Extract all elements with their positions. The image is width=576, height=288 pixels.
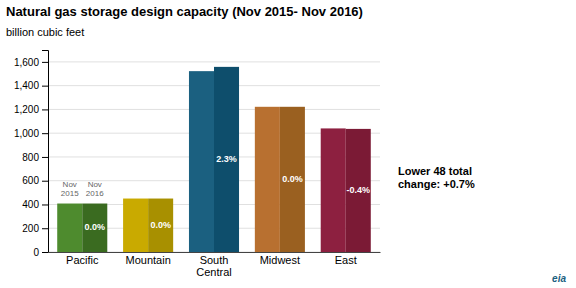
- text-line: Nov: [88, 180, 102, 189]
- y-tick-mark: [42, 181, 48, 182]
- x-tick: SouthCentral: [196, 254, 231, 278]
- y-tick: 200: [22, 223, 48, 234]
- text-line: Mountain: [125, 254, 170, 266]
- plot: 0 200 400 600 800 1,000 1,200 1,400 1,600 Pacific…: [14, 51, 381, 278]
- y-axis-label: billion cubic feet: [6, 26, 84, 38]
- y-axis-line: [42, 51, 49, 253]
- bar: [148, 199, 173, 252]
- text-line: South: [200, 254, 229, 266]
- y-axis: 0 200 400 600 800 1,000 1,200 1,400 1,600: [14, 51, 49, 258]
- y-tick-mark: [42, 86, 48, 87]
- bar: [321, 128, 346, 252]
- text-line: Pacific: [66, 254, 99, 266]
- y-tick: 600: [22, 175, 48, 186]
- y-tick: 400: [22, 199, 48, 210]
- y-tick: 1,000: [14, 128, 48, 139]
- bar-label: 0.0%: [85, 222, 106, 232]
- y-tick-label: 1,000: [14, 128, 39, 139]
- y-tick: 1,400: [14, 80, 48, 91]
- bar-label: -0.4%: [347, 185, 371, 195]
- y-tick: 0: [33, 247, 48, 258]
- y-tick-label: 400: [22, 199, 39, 210]
- x-tick: Midwest: [260, 254, 300, 266]
- y-tick: 1,600: [14, 57, 48, 68]
- y-tick-label: 600: [22, 175, 39, 186]
- x-tick-label: Midwest: [260, 254, 300, 266]
- y-tick-label: 800: [22, 152, 39, 163]
- bar: [123, 199, 148, 252]
- x-axis: Pacific Mountain SouthCentral Midwest East: [49, 253, 381, 278]
- bar: [280, 107, 305, 252]
- y-tick-mark: [42, 252, 48, 253]
- y-tick: 800: [22, 152, 48, 163]
- y-tick-mark: [42, 157, 48, 158]
- bar-label: 0.0%: [150, 220, 171, 230]
- text-line: Lower 48 total: [398, 165, 472, 177]
- text-line: change: +0.7%: [398, 178, 475, 190]
- bar: [214, 67, 239, 252]
- y-tick-label: 200: [22, 223, 39, 234]
- annotation: Lower 48 totalchange: +0.7%: [398, 165, 475, 190]
- title: Natural gas storage design capacity (Nov…: [6, 4, 363, 19]
- bar: [189, 71, 214, 252]
- grid: [48, 62, 380, 252]
- text-line: East: [335, 254, 357, 266]
- y-tick-mark: [42, 133, 48, 134]
- y-tick-label: 0: [33, 247, 39, 258]
- y-tick: 1,200: [14, 104, 48, 115]
- series: [82, 67, 371, 252]
- bar: [255, 107, 280, 252]
- y-tick-mark: [42, 62, 48, 63]
- bar: [82, 204, 107, 252]
- text-line: 2015: [61, 189, 79, 198]
- y-tick-label: 1,400: [14, 80, 39, 91]
- text-line: Nov: [63, 180, 77, 189]
- bar: [57, 204, 82, 252]
- grid-line: [48, 61, 380, 62]
- x-tick: East: [335, 254, 357, 266]
- x-tick: Pacific: [66, 254, 99, 266]
- y-tick-mark: [42, 204, 48, 205]
- chart: Natural gas storage design capacity (Nov…: [0, 0, 576, 288]
- labels: Nov20150.0%0.0%2.3%0.0%-0.4%Nov2016: [61, 154, 370, 232]
- x-tick-label: SouthCentral: [196, 254, 231, 278]
- source: eia: [552, 273, 566, 284]
- y-tick-mark: [42, 228, 48, 229]
- text-line: Midwest: [260, 254, 300, 266]
- bar-label: 2.3%: [216, 154, 237, 164]
- bars: [57, 67, 371, 252]
- y-tick-label: 1,200: [14, 104, 39, 115]
- text-line: 2016: [86, 189, 104, 198]
- series-label: Nov2016: [86, 180, 104, 198]
- series: [57, 71, 346, 252]
- x-tick: Mountain: [125, 254, 170, 266]
- x-tick-label: Mountain: [125, 254, 170, 266]
- x-tick-label: Pacific: [66, 254, 99, 266]
- bar-label: 0.0%: [282, 174, 303, 184]
- text-line: Central: [196, 266, 231, 278]
- y-tick-label: 1,600: [14, 57, 39, 68]
- y-tick-mark: [42, 109, 48, 110]
- series-label: Nov2015: [61, 180, 79, 198]
- bar: [346, 129, 371, 252]
- x-tick-label: East: [335, 254, 357, 266]
